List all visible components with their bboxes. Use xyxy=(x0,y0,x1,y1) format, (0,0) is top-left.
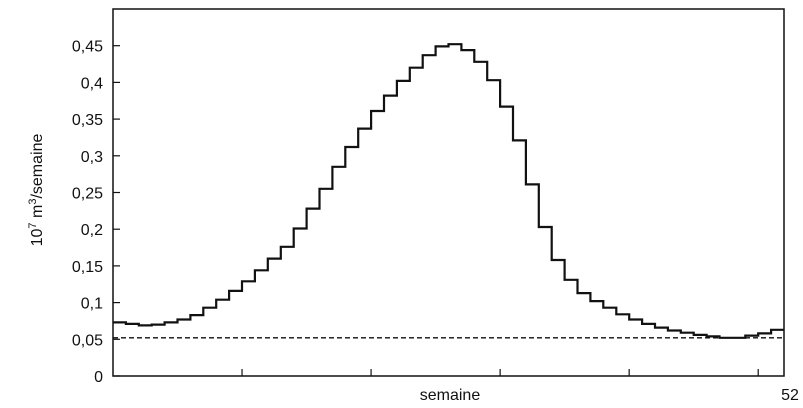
y-tick-label: 0,45 xyxy=(72,39,103,56)
y-axis-title-base: 10 xyxy=(29,228,46,246)
axes: 0 0,05 0,1 0,15 0,2 0,25 0,3 0,35 0,4 0,45 xyxy=(72,8,785,386)
plot-frame xyxy=(112,8,785,377)
series-step-line xyxy=(113,43,784,339)
y-axis-title-exp: 7 xyxy=(27,222,39,228)
x-axis-end-label: 52 xyxy=(781,387,799,404)
y-tick-label: 0,1 xyxy=(81,296,103,313)
y-axis-title-mid: m xyxy=(29,205,46,223)
y-tick-label: 0,15 xyxy=(72,259,103,276)
y-tick-label: 0,35 xyxy=(72,112,103,129)
plot-area xyxy=(113,43,784,339)
y-axis-title-tail: /semaine xyxy=(29,134,46,199)
x-axis-title: semaine xyxy=(420,387,481,404)
y-tick-label: 0,4 xyxy=(81,75,103,92)
y-tick-label: 0,2 xyxy=(81,222,103,239)
y-tick-label: 0,3 xyxy=(81,149,103,166)
y-axis-title: 107 m3/semaine xyxy=(27,134,46,247)
y-tick-label: 0 xyxy=(94,369,103,386)
y-tick-label: 0,05 xyxy=(72,332,103,349)
y-tick-label: 0,25 xyxy=(72,186,103,203)
y-axis-title-exp2: 3 xyxy=(27,199,39,205)
